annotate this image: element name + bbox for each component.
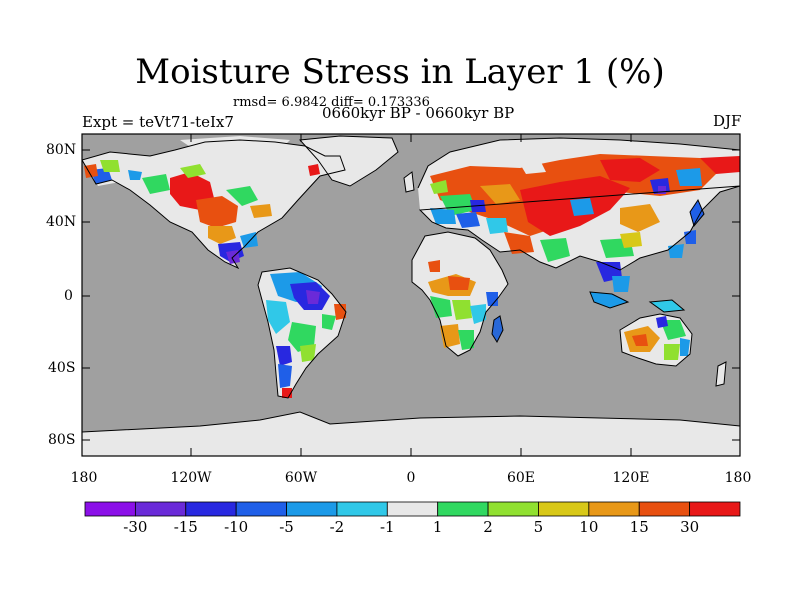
y-label-80s: 80S xyxy=(48,432,76,448)
colorbar-swatch xyxy=(185,501,237,517)
x-label-60e: 60E xyxy=(506,470,536,486)
y-label-40n: 40N xyxy=(46,214,77,230)
colorbar-swatch xyxy=(487,501,539,517)
y-label-80n: 80N xyxy=(46,142,77,158)
x-label-180e: 180 xyxy=(724,470,752,486)
land-greenland xyxy=(300,136,398,186)
colorbar-label: -10 xyxy=(224,518,249,536)
colorbar-swatch xyxy=(235,501,287,517)
colorbar-swatch xyxy=(437,501,489,517)
colorbar-swatch xyxy=(84,501,136,517)
y-label-40s: 40S xyxy=(48,360,76,376)
land-arctic-islands xyxy=(180,136,290,152)
colorbar-label: -5 xyxy=(279,518,294,536)
period-subtitle: 0660kyr BP - 0660kyr BP xyxy=(322,104,515,122)
colorbar-label: 2 xyxy=(483,518,493,536)
stats-subtitle: rmsd= 6.9842 diff= 0.173336 xyxy=(233,95,430,110)
colorbar-label: -2 xyxy=(329,518,345,536)
land-antarctica xyxy=(82,412,740,456)
land-uk xyxy=(404,172,414,192)
colorbar-label: 1 xyxy=(432,518,443,536)
x-label-120w: 120W xyxy=(170,470,212,486)
colorbar-label: -15 xyxy=(173,518,198,536)
colorbar-label: -1 xyxy=(379,518,395,536)
colorbar-swatch xyxy=(134,501,187,517)
coastlines xyxy=(82,135,740,433)
axis-ticks xyxy=(82,134,740,456)
x-label-180w: 180 xyxy=(70,470,98,486)
x-label-0: 0 xyxy=(406,470,416,486)
season-label: DJF xyxy=(713,112,742,130)
colorbar-label: 10 xyxy=(579,518,599,536)
colorbar-swatch xyxy=(336,501,388,517)
colorbar-swatch xyxy=(386,501,439,517)
colorbar-swatch xyxy=(588,501,640,517)
colorbar-swatch xyxy=(286,501,338,517)
colorbar-label: 15 xyxy=(629,518,649,536)
x-label-60w: 60W xyxy=(284,470,318,486)
colorbar-swatch xyxy=(538,501,590,517)
colorbar-label: -30 xyxy=(123,518,148,536)
colorbar-swatch xyxy=(689,501,741,517)
colorbar-label: 30 xyxy=(680,518,700,536)
map-title: Moisture Stress in Layer 1 (%) xyxy=(135,52,665,92)
colorbar-label: 5 xyxy=(533,518,544,536)
y-label-equator: 0 xyxy=(64,288,73,304)
x-label-120e: 120E xyxy=(612,470,650,486)
colorbar-swatch xyxy=(638,501,691,517)
anomaly-fields xyxy=(84,154,740,398)
experiment-label: Expt = teVt71-teIx7 xyxy=(82,113,234,131)
land-new-zealand xyxy=(716,362,726,386)
